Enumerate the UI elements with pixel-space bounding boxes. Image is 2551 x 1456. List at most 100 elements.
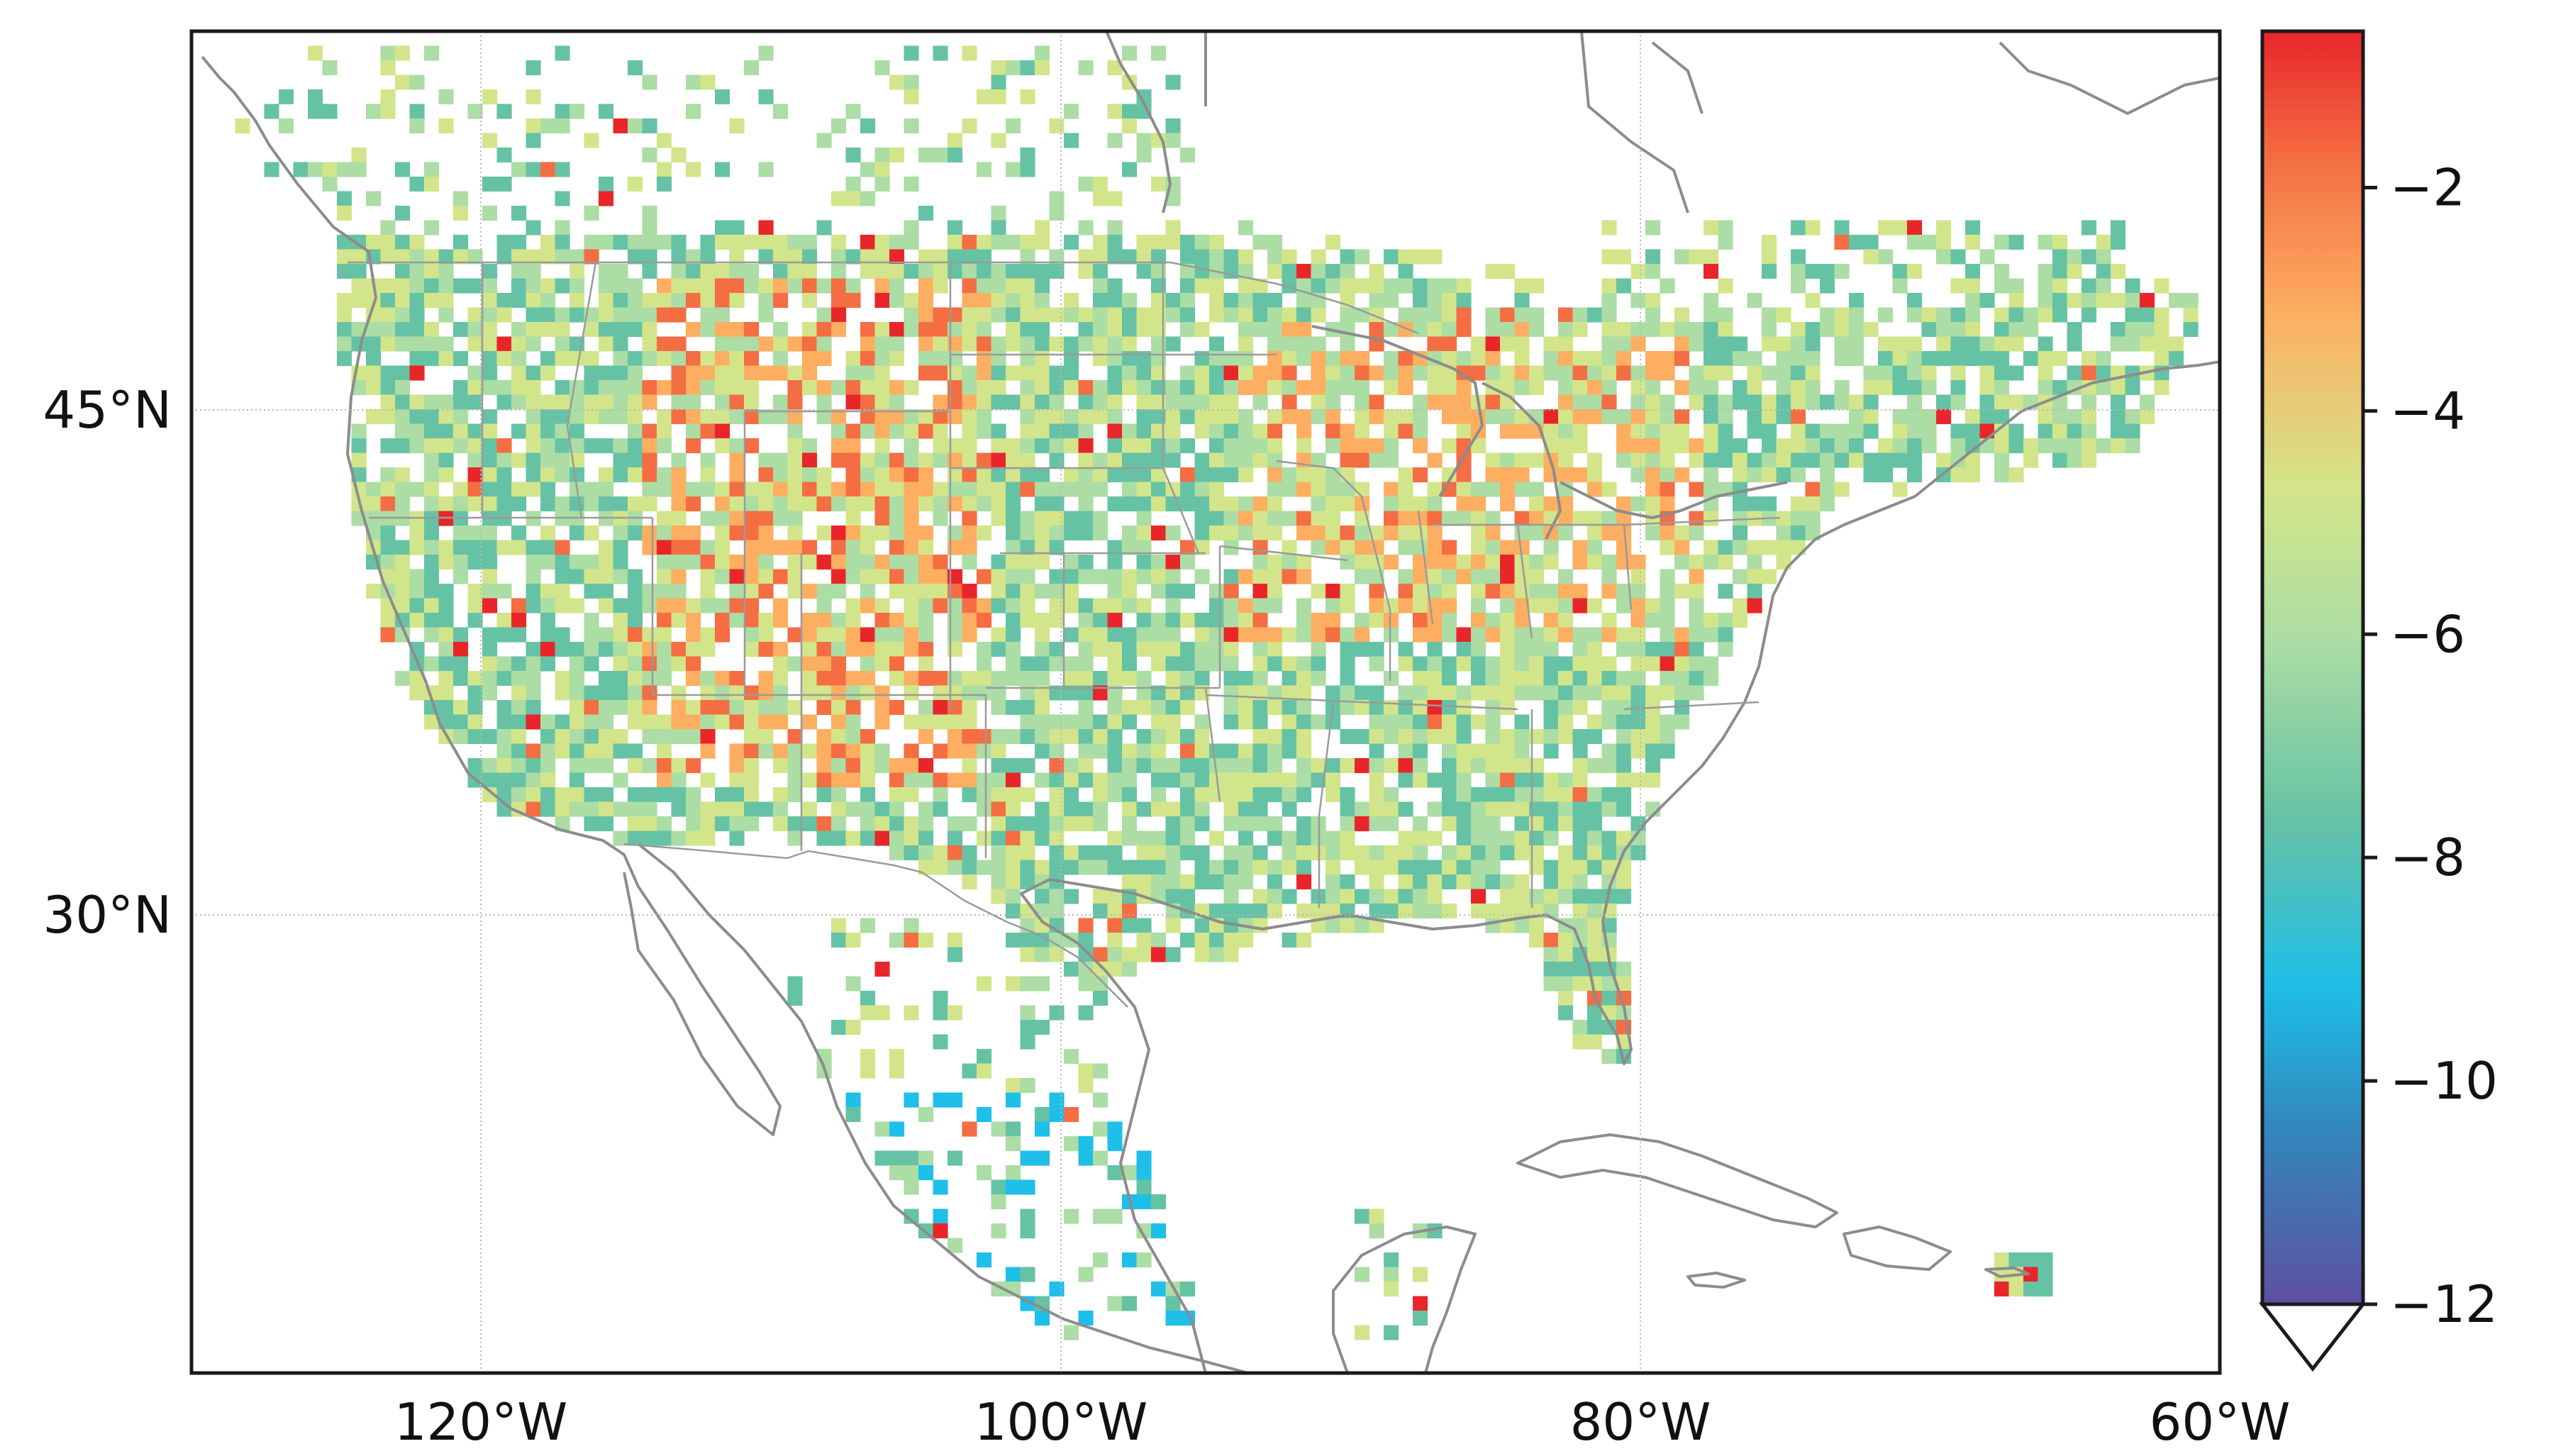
data-cell	[1514, 336, 1530, 352]
data-cell	[1035, 685, 1050, 701]
data-cell	[424, 438, 440, 454]
data-cell	[1252, 671, 1268, 687]
data-cell	[657, 380, 672, 396]
data-cell	[991, 874, 1006, 890]
data-cell	[1035, 743, 1050, 759]
data-cell	[642, 322, 657, 338]
data-cell	[1500, 555, 1516, 570]
data-cell	[380, 307, 396, 323]
data-cell	[933, 787, 948, 803]
data-cell	[511, 743, 527, 759]
hispaniola	[1843, 1226, 1952, 1271]
data-cell	[453, 569, 469, 584]
data-cell	[380, 613, 396, 628]
data-cell	[2008, 467, 2024, 483]
data-cell	[599, 336, 614, 352]
data-cell	[1194, 467, 1210, 483]
data-cell	[1282, 700, 1297, 716]
data-cell	[1471, 598, 1486, 613]
data-cell	[831, 118, 847, 134]
data-cell	[1151, 496, 1167, 512]
data-cell	[1078, 220, 1094, 235]
data-cell	[1979, 409, 1995, 425]
data-cell	[1384, 801, 1399, 817]
data-cell	[1907, 365, 1923, 381]
data-cell	[1601, 787, 1617, 803]
data-cell	[2067, 409, 2082, 425]
data-cell	[977, 278, 992, 294]
data-cell	[569, 423, 585, 439]
data-cell	[1252, 322, 1268, 338]
data-cell	[1093, 976, 1108, 991]
data-cell	[744, 496, 760, 512]
data-cell	[1296, 729, 1312, 745]
data-cell	[1616, 438, 1632, 454]
data-cell	[1965, 220, 1981, 235]
data-cell	[1950, 394, 1966, 410]
data-cell	[758, 642, 774, 657]
data-cell	[467, 423, 483, 439]
data-cell	[1892, 351, 1908, 367]
data-cell	[1325, 758, 1341, 774]
data-cell	[467, 380, 483, 396]
data-cell	[1238, 264, 1254, 279]
data-cell	[1514, 642, 1530, 657]
data-cell	[1107, 933, 1123, 948]
data-cell	[395, 264, 411, 279]
data-cell	[599, 496, 614, 512]
data-cell	[1311, 394, 1326, 410]
data-cell	[1529, 671, 1545, 687]
data-cell	[2111, 322, 2126, 338]
data-cell	[467, 685, 483, 701]
data-cell	[1064, 816, 1079, 832]
data-cell	[933, 860, 948, 875]
data-cell	[729, 496, 745, 512]
data-cell	[729, 482, 745, 497]
data-cell	[1078, 60, 1094, 76]
data-cell	[1238, 627, 1254, 643]
data-cell	[715, 526, 730, 541]
data-cell	[1122, 322, 1138, 338]
data-cell	[1238, 249, 1254, 265]
data-cell	[438, 307, 454, 323]
data-cell	[889, 1063, 905, 1079]
data-cell	[715, 293, 730, 309]
data-cell	[496, 540, 512, 555]
data-cell	[1151, 642, 1167, 657]
data-cell	[1209, 874, 1225, 890]
data-cell	[1151, 467, 1167, 483]
data-cell	[1223, 671, 1239, 687]
data-cell	[380, 235, 396, 250]
data-cell	[715, 278, 730, 294]
data-cell	[1151, 845, 1167, 861]
data-cell	[1107, 133, 1123, 148]
data-cell	[1006, 496, 1021, 512]
data-cell	[1427, 904, 1443, 919]
data-cell	[613, 235, 628, 250]
data-cell	[1165, 671, 1181, 687]
data-cell	[729, 365, 745, 381]
data-cell	[584, 627, 599, 643]
data-cell	[2067, 452, 2082, 468]
data-cell	[1093, 452, 1108, 468]
data-cell	[845, 1020, 861, 1035]
data-cell	[686, 264, 701, 279]
data-cell	[1529, 933, 1545, 948]
data-cell	[874, 627, 890, 643]
data-cell	[1849, 307, 1864, 323]
data-cell	[657, 613, 672, 628]
data-cell	[889, 336, 905, 352]
data-cell	[555, 787, 570, 803]
data-cell	[1979, 394, 1995, 410]
data-cell	[1704, 409, 1719, 425]
data-cell	[1558, 714, 1574, 730]
data-cell	[1122, 714, 1138, 730]
data-cell	[1645, 656, 1661, 672]
data-cell	[947, 933, 963, 948]
data-cell	[1369, 1208, 1384, 1224]
data-cell	[1543, 671, 1559, 687]
data-cell	[1165, 293, 1181, 309]
data-cell	[773, 322, 789, 338]
data-cell	[773, 278, 789, 294]
data-cell	[1209, 526, 1225, 541]
